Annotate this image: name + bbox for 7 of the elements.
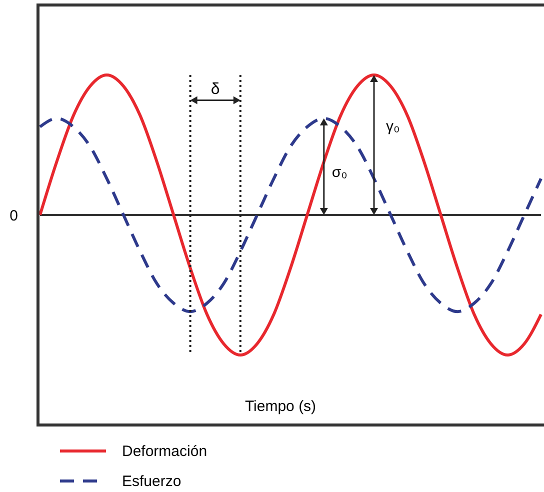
legend-label: Deformación [122, 442, 208, 460]
annotation: δ [210, 81, 220, 98]
x-axis-title: Tiempo (s) [244, 398, 316, 415]
annotation: γ₀ [386, 118, 400, 135]
ref-line-label: 0 [10, 207, 18, 224]
annotation: σ₀ [332, 164, 348, 182]
legend-label: Esfuerzo [122, 472, 182, 490]
